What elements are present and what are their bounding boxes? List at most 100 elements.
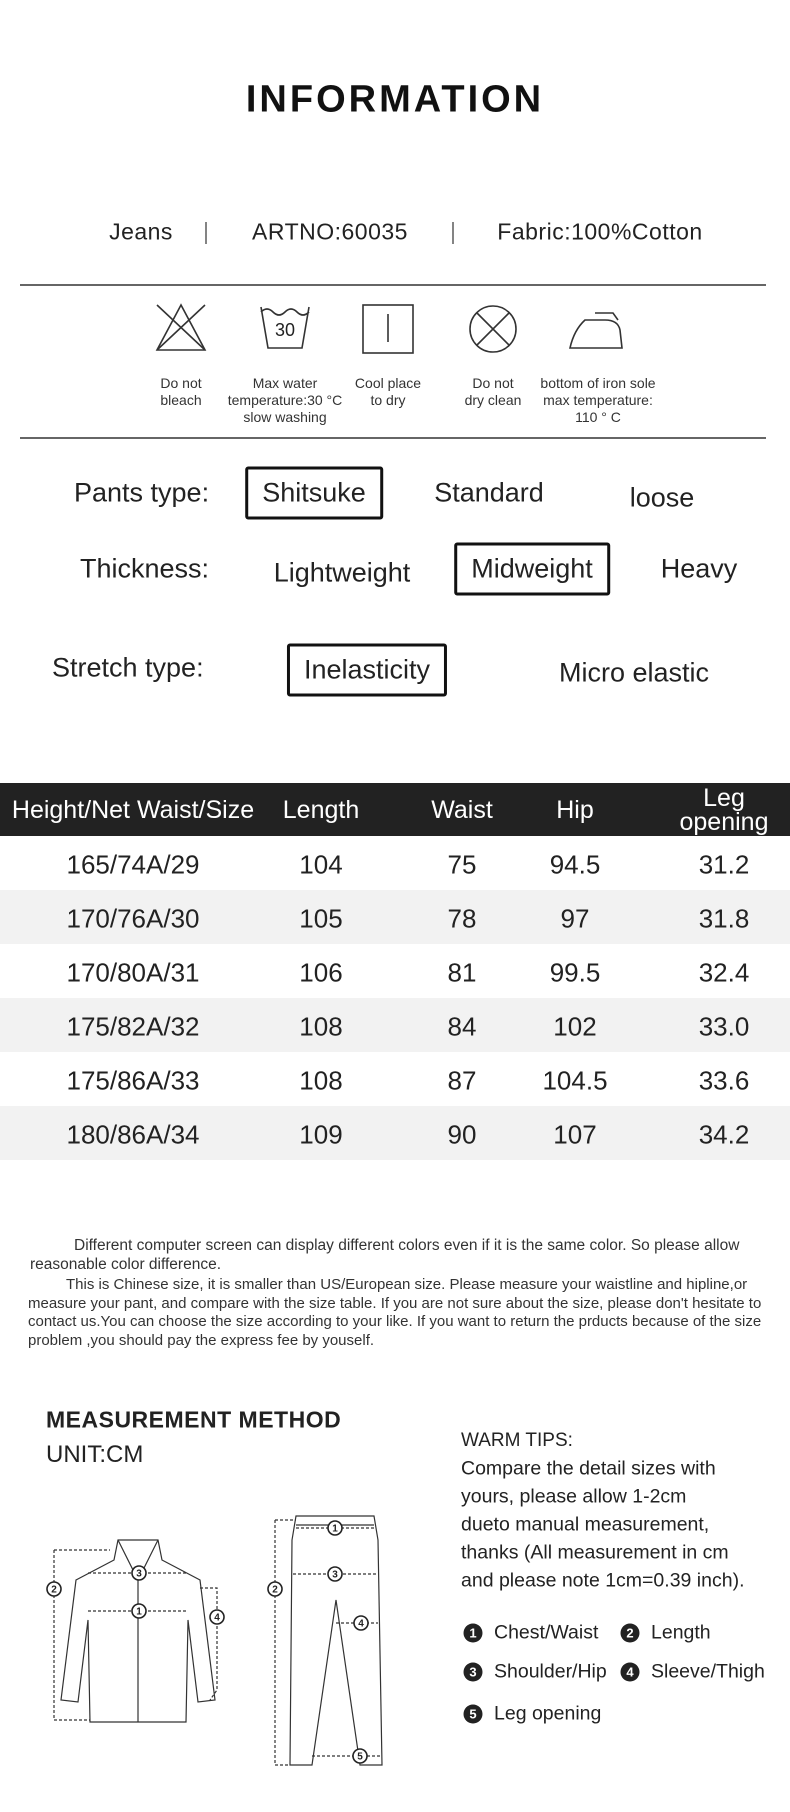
diagram-marker bbox=[46, 1581, 62, 1597]
selected-option: Shitsuke bbox=[245, 466, 383, 520]
option: loose bbox=[629, 482, 695, 513]
diagram-marker bbox=[352, 1748, 368, 1764]
table-cell: 109 bbox=[299, 1119, 343, 1150]
care-icons bbox=[155, 303, 623, 354]
spec: Jeans bbox=[109, 218, 173, 245]
column-header: Leg opening bbox=[679, 783, 769, 836]
care-label: Cool place bbox=[354, 375, 422, 391]
legend-label: Length bbox=[651, 1621, 711, 1644]
legend-number: 4 bbox=[620, 1662, 640, 1682]
tip: yours, please allow 1-2cm bbox=[461, 1485, 687, 1508]
table-cell: 175/86A/33 bbox=[66, 1065, 200, 1096]
table-cell: 31.2 bbox=[698, 849, 750, 880]
legend-number: 1 bbox=[463, 1623, 483, 1643]
legend-label: Leg opening bbox=[494, 1702, 602, 1725]
table-cell: 108 bbox=[299, 1065, 343, 1096]
care-label: Do not bbox=[472, 375, 514, 391]
column-header: Length bbox=[282, 795, 360, 824]
care-label: bleach bbox=[160, 392, 202, 408]
table-cell: 34.2 bbox=[698, 1119, 750, 1150]
table-cell: 87 bbox=[447, 1065, 477, 1096]
table-cell: 106 bbox=[299, 957, 343, 988]
note: This is Chinese size, it is smaller than… bbox=[28, 1276, 762, 1349]
spec: ARTNO:60035 bbox=[252, 218, 408, 245]
care-label: Do not bbox=[160, 375, 202, 391]
diagram-number: 4 bbox=[214, 1613, 220, 1624]
table-cell: 102 bbox=[553, 1011, 597, 1042]
diagram-marker bbox=[131, 1603, 147, 1619]
table-cell: 33.6 bbox=[698, 1065, 750, 1096]
selected-option: Inelasticity bbox=[286, 643, 448, 697]
table-cell: 90 bbox=[447, 1119, 477, 1150]
table-cell: 175/82A/32 bbox=[66, 1011, 200, 1042]
table-cell: 75 bbox=[447, 849, 477, 880]
legend-label: Chest/Waist bbox=[494, 1621, 599, 1644]
table-cell: 94.5 bbox=[549, 849, 601, 880]
table-cell: 170/80A/31 bbox=[66, 957, 200, 988]
legend-number: 5 bbox=[463, 1704, 483, 1724]
tip: and please note 1cm=0.39 inch). bbox=[461, 1569, 745, 1592]
attribute-label: Pants type: bbox=[74, 477, 210, 508]
table-cell: 170/76A/30 bbox=[66, 903, 200, 934]
column-header: Hip bbox=[556, 795, 594, 824]
diagram-marker bbox=[131, 1565, 147, 1581]
tip: Compare the detail sizes with bbox=[461, 1457, 716, 1480]
table-cell: 180/86A/34 bbox=[66, 1119, 200, 1150]
legend-number: 3 bbox=[463, 1662, 483, 1682]
care-label: temperature:30 °C bbox=[227, 392, 343, 408]
pants-diagram bbox=[274, 1515, 383, 1766]
table-cell: 107 bbox=[553, 1119, 597, 1150]
table-cell: 108 bbox=[299, 1011, 343, 1042]
diagram-number: 1 bbox=[332, 1524, 338, 1535]
legend-label: Shoulder/Hip bbox=[494, 1660, 607, 1683]
diagram-number: 4 bbox=[358, 1619, 364, 1630]
table-header-bg bbox=[0, 783, 790, 836]
diagram-number: 2 bbox=[51, 1585, 57, 1596]
title: INFORMATION bbox=[245, 78, 545, 121]
care-label: max temperature: bbox=[543, 392, 653, 408]
table-cell: 81 bbox=[447, 957, 477, 988]
column-header: Height/Net Waist/Size bbox=[11, 795, 255, 824]
diagram-marker bbox=[267, 1581, 283, 1597]
row-bg bbox=[0, 890, 790, 944]
care-label: slow washing bbox=[243, 409, 327, 425]
care-label: bottom of iron sole bbox=[540, 375, 656, 391]
tip: thanks (All measurement in cm bbox=[461, 1541, 729, 1564]
spec: Fabric:100%Cotton bbox=[497, 218, 703, 245]
option: Standard bbox=[434, 477, 544, 508]
column-header: Waist bbox=[431, 795, 493, 824]
care-label: dry clean bbox=[464, 392, 522, 408]
diagram-marker bbox=[327, 1566, 343, 1582]
row-bg bbox=[0, 998, 790, 1052]
row-bg bbox=[0, 1106, 790, 1160]
diagram-marker bbox=[353, 1615, 369, 1631]
diagram-number: 3 bbox=[136, 1569, 142, 1580]
diagram-number: 5 bbox=[357, 1752, 363, 1763]
diagram-number: 1 bbox=[136, 1607, 142, 1618]
attribute-label: Thickness: bbox=[80, 553, 210, 584]
care-label: to dry bbox=[370, 392, 406, 408]
legend-label: Sleeve/Thigh bbox=[651, 1660, 765, 1683]
table-cell: 32.4 bbox=[698, 957, 750, 988]
care-label: 110 ° C bbox=[575, 409, 621, 425]
table-cell: 84 bbox=[447, 1011, 477, 1042]
table-cell: 33.0 bbox=[698, 1011, 750, 1042]
diagram-number: 3 bbox=[332, 1570, 338, 1581]
icon-text: 30 bbox=[275, 320, 295, 340]
table-cell: 78 bbox=[447, 903, 477, 934]
section-title: MEASUREMENT METHOD bbox=[46, 1406, 342, 1433]
tips-title: WARM TIPS: bbox=[461, 1430, 573, 1451]
option: Heavy bbox=[660, 553, 738, 584]
table-cell: 104.5 bbox=[542, 1065, 608, 1096]
tip: dueto manual measurement, bbox=[461, 1513, 710, 1536]
table-cell: 97 bbox=[560, 903, 590, 934]
note: Different computer screen can display di… bbox=[30, 1237, 740, 1273]
diagram-marker bbox=[327, 1520, 343, 1536]
care-label: Max water bbox=[252, 375, 318, 391]
option: Lightweight bbox=[273, 557, 411, 588]
attribute-label: Stretch type: bbox=[52, 652, 204, 683]
table-cell: 104 bbox=[299, 849, 343, 880]
selected-option: Midweight bbox=[454, 542, 610, 596]
diagram-marker bbox=[209, 1609, 225, 1625]
